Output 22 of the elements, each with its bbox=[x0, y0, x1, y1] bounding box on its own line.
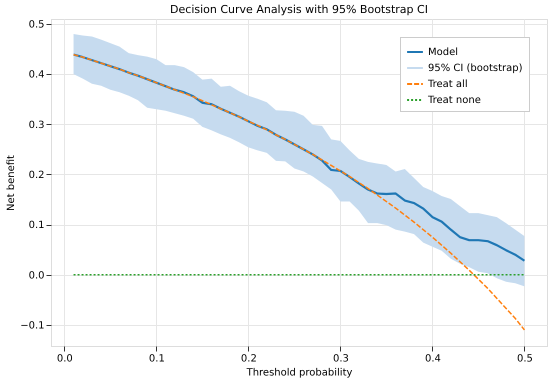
chart-title: Decision Curve Analysis with 95% Bootstrap CI bbox=[170, 3, 428, 16]
y-tick-label: 0.1 bbox=[28, 220, 44, 232]
y-tick-label: 0.3 bbox=[28, 120, 44, 131]
legend-label: Treat all bbox=[427, 79, 468, 90]
y-tick-label: 0.5 bbox=[28, 20, 44, 31]
x-tick-label: 0.0 bbox=[56, 354, 73, 364]
y-tick-label: 0.0 bbox=[28, 270, 44, 282]
x-tick-label: 0.3 bbox=[332, 354, 349, 364]
line-series bbox=[72, 54, 526, 262]
x-tick-label: 0.1 bbox=[148, 354, 165, 364]
x-tick-label: 0.4 bbox=[424, 354, 441, 364]
x-tick-label: 0.5 bbox=[517, 354, 533, 364]
line-series bbox=[72, 54, 526, 331]
y-tick-label: 0.4 bbox=[28, 70, 44, 81]
legend-label: Model bbox=[428, 47, 458, 58]
y-tick-label: −0.1 bbox=[20, 320, 44, 332]
y-axis-title: Net benefit bbox=[6, 154, 18, 211]
x-axis-title: Threshold probability bbox=[246, 368, 352, 378]
annotation: 95% CI (bootstrap) bbox=[428, 63, 523, 74]
x-tick-label: 0.2 bbox=[240, 354, 257, 364]
y-tick-label: 0.2 bbox=[28, 170, 44, 181]
legend-label: Treat none bbox=[427, 95, 481, 106]
